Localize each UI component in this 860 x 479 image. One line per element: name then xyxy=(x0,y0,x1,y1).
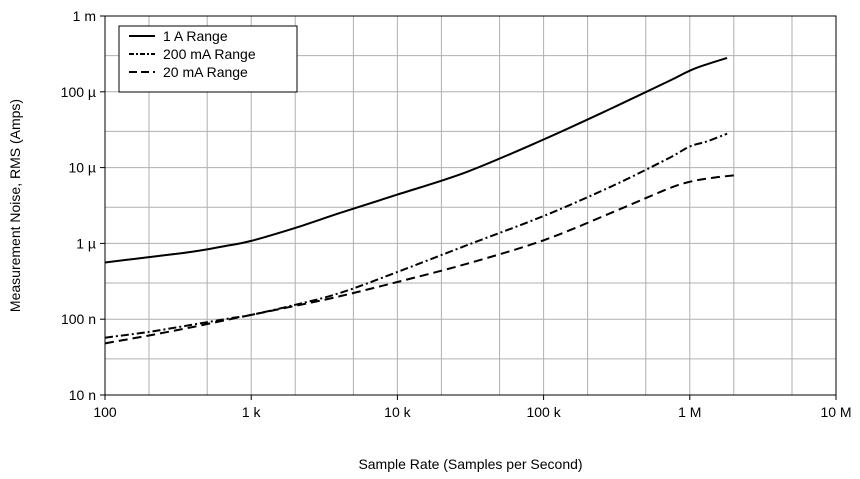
legend-label: 20 mA Range xyxy=(163,64,248,80)
y-tick-label: 10 n xyxy=(69,387,96,403)
x-tick-label: 1 k xyxy=(242,404,262,420)
series-line-1 xyxy=(104,56,728,264)
x-tick-label: 100 xyxy=(93,404,117,420)
y-tick-label: 1 µ xyxy=(76,235,96,251)
x-tick-label: 1 M xyxy=(678,404,701,420)
x-axis-label: Sample Rate (Samples per Second) xyxy=(358,456,582,472)
x-tick-label: 100 k xyxy=(526,404,561,420)
x-tick-labels: 100 1 k 10 k 100 k 1 M 10 M xyxy=(93,395,852,420)
y-tick-label: 10 µ xyxy=(68,160,96,176)
x-tick-label: 10 k xyxy=(384,404,411,420)
x-tick-label: 10 M xyxy=(820,404,851,420)
y-tick-label: 1 m xyxy=(73,8,96,24)
y-tick-label: 100 n xyxy=(61,311,96,327)
legend-label: 1 A Range xyxy=(163,28,228,44)
series-line-3 xyxy=(104,174,734,345)
y-tick-labels: 10 n 100 n 1 µ 10 µ 100 µ 1 m xyxy=(61,8,105,403)
legend: 1 A Range 200 mA Range 20 mA Range xyxy=(118,25,298,93)
series-layer xyxy=(104,56,734,345)
plot-frame xyxy=(104,15,837,396)
legend-box xyxy=(118,25,298,93)
y-axis-label: Measurement Noise, RMS (Amps) xyxy=(7,99,23,312)
y-tick-label: 100 µ xyxy=(61,84,96,100)
series-line-2 xyxy=(104,132,728,339)
legend-label: 200 mA Range xyxy=(163,46,256,62)
grid xyxy=(104,15,837,396)
